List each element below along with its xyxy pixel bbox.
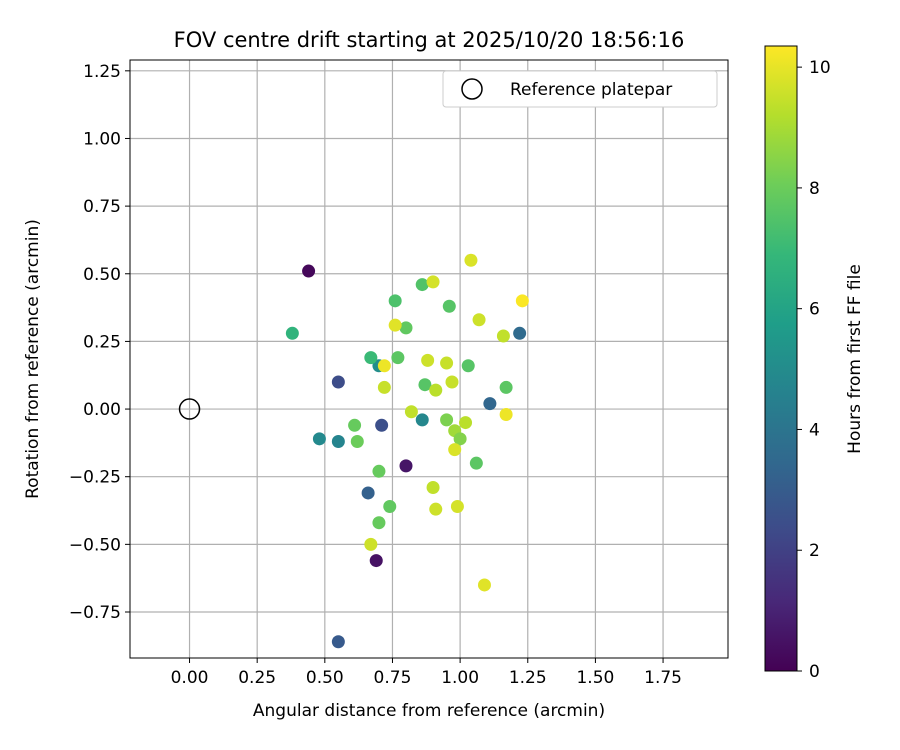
scatter-point	[429, 383, 443, 397]
y-tick-label: 1.25	[83, 62, 121, 82]
plot-area: 0.00 0.25 0.50 0.75 1.00 1.25 1.50 1.75 −0.75−0…	[69, 59, 729, 688]
scatter-point	[496, 329, 510, 343]
scatter-point	[415, 278, 429, 292]
scatter-point	[469, 456, 483, 470]
scatter-point	[418, 378, 432, 392]
scatter-point	[383, 499, 397, 513]
scatter-point	[448, 443, 462, 457]
scatter-point	[372, 464, 386, 478]
scatter-point	[302, 264, 316, 278]
scatter-point	[445, 375, 459, 389]
y-tick-label: −0.50	[69, 535, 121, 555]
grid-lines	[130, 60, 728, 658]
x-tick-label: 0.00	[171, 668, 209, 688]
scatter-point	[364, 351, 378, 365]
scatter-point	[364, 537, 378, 551]
colorbar-gradient	[764, 45, 798, 672]
scatter-point	[312, 432, 326, 446]
scatter-point	[285, 326, 299, 340]
scatter-point	[472, 313, 486, 327]
x-tick-label: 1.50	[576, 668, 614, 688]
legend-marker-open-circle-icon	[461, 78, 483, 100]
scatter-point	[331, 375, 345, 389]
colorbar-label: Hours from first FF file	[845, 264, 865, 454]
scatter-point	[477, 578, 491, 592]
colorbar-tick-label: 2	[809, 541, 820, 561]
scatter-point	[453, 432, 467, 446]
scatter-point	[515, 294, 529, 308]
legend-box	[442, 70, 718, 108]
scatter-point	[377, 359, 391, 373]
scatter-point	[361, 486, 375, 500]
colorbar-tick-label: 8	[809, 179, 820, 199]
colorbar-tick-label: 6	[809, 300, 820, 320]
scatter-point	[440, 413, 454, 427]
scatter-point	[348, 418, 362, 432]
colorbar-ticks: 0 2 4 6 8 10	[797, 58, 831, 682]
scatter-point	[377, 380, 391, 394]
legend: Reference platepar	[442, 70, 718, 108]
y-tick-label: 0.50	[83, 265, 121, 285]
y-axis-label: Rotation from reference (arcmin)	[23, 219, 43, 499]
scatter-point	[440, 356, 454, 370]
scatter-point	[391, 351, 405, 365]
y-tick-label: 0.75	[83, 197, 121, 217]
x-tick-label: 1.00	[441, 668, 479, 688]
scatter-point	[426, 481, 440, 495]
plot-frame	[129, 59, 729, 659]
scatter-point	[499, 407, 513, 421]
scatter-point	[369, 554, 383, 568]
scatter-point	[426, 275, 440, 289]
colorbar-tick-label: 4	[809, 420, 820, 440]
scatter-point	[372, 516, 386, 530]
scatter-points	[285, 253, 529, 649]
y-tick-label: 0.00	[83, 400, 121, 420]
chart-title: FOV centre drift starting at 2025/10/20 …	[174, 28, 685, 52]
y-tick-label: 1.00	[83, 129, 121, 149]
colorbar-tick-label: 10	[809, 58, 831, 78]
scatter-point	[450, 499, 464, 513]
scatter-point	[499, 380, 513, 394]
scatter-point	[442, 299, 456, 313]
reference-platepar-marker	[178, 398, 201, 420]
scatter-point	[388, 294, 402, 308]
x-tick-label: 0.75	[374, 668, 412, 688]
colorbar: 0 2 4 6 8 10 Hours from first FF file	[764, 45, 865, 682]
scatter-point	[421, 353, 435, 367]
x-tick-label: 0.50	[306, 668, 344, 688]
y-tick-label: −0.75	[69, 603, 121, 623]
x-tick-label: 1.75	[644, 668, 682, 688]
x-axis-ticks: 0.00 0.25 0.50 0.75 1.00 1.25 1.50 1.75	[171, 658, 682, 688]
scatter-point	[429, 502, 443, 516]
scatter-point	[415, 413, 429, 427]
scatter-point	[388, 318, 402, 332]
x-axis-label: Angular distance from reference (arcmin)	[253, 701, 605, 721]
scatter-point	[350, 435, 364, 449]
scatter-point	[513, 326, 527, 340]
scatter-point	[459, 416, 473, 430]
x-tick-label: 0.25	[238, 668, 276, 688]
scatter-point	[399, 321, 413, 335]
scatter-point	[464, 253, 478, 267]
scatter-point	[399, 459, 413, 473]
scatter-point	[404, 405, 418, 419]
y-axis-ticks: −0.75 −0.50 −0.25 0.00 0.25 0.50 0.75 1.00 1.25	[69, 62, 130, 623]
x-tick-label: 1.25	[509, 668, 547, 688]
y-tick-label: −0.25	[69, 468, 121, 488]
colorbar-tick-label: 0	[809, 662, 820, 682]
scatter-point	[331, 635, 345, 649]
y-tick-label: 0.25	[83, 332, 121, 352]
scatter-point	[375, 418, 389, 432]
scatter-point	[483, 397, 497, 411]
scatter-point	[461, 359, 475, 373]
scatter-point	[331, 435, 345, 449]
legend-label: Reference platepar	[510, 80, 672, 100]
